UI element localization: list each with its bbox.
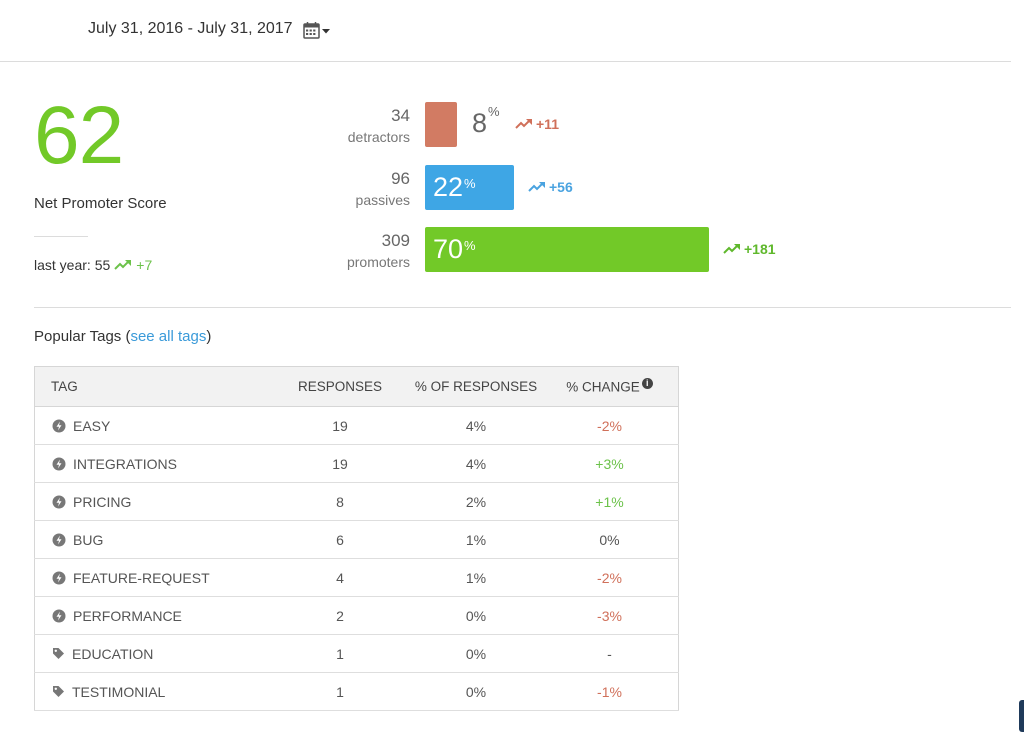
tag-name[interactable]: TESTIMONIAL xyxy=(72,683,166,700)
promoters-bar[interactable]: 70% xyxy=(425,227,709,272)
caret-down-icon xyxy=(322,29,330,34)
responses-cell: 2 xyxy=(269,596,411,635)
pct-change-cell: -3% xyxy=(541,596,679,635)
promoters-percent: 70% xyxy=(433,234,476,264)
detractors-delta: +11 xyxy=(515,116,559,132)
tag-icon xyxy=(53,686,64,697)
trend-up-icon xyxy=(528,182,545,192)
passives-count: 96 xyxy=(391,169,410,188)
promoters-label: promoters xyxy=(346,254,410,270)
pct-change-cell: -1% xyxy=(541,672,679,711)
passives-delta: +56 xyxy=(528,179,573,195)
tag-cell[interactable]: FEATURE-REQUEST xyxy=(34,558,269,597)
detractors-bar[interactable] xyxy=(425,102,457,147)
table-row[interactable]: EDUCATION 1 0% - xyxy=(34,634,679,673)
responses-cell: 1 xyxy=(269,672,411,711)
side-widget-edge[interactable] xyxy=(1019,700,1024,732)
tag-name[interactable]: BUG xyxy=(73,531,104,548)
tag-name[interactable]: PRICING xyxy=(73,493,132,510)
tag-cell[interactable]: INTEGRATIONS xyxy=(34,444,269,483)
score-divider xyxy=(34,236,88,237)
info-icon[interactable]: i xyxy=(641,378,653,390)
last-year-summary: last year: 55 +7 xyxy=(34,257,152,273)
table-row[interactable]: BUG 6 1% 0% xyxy=(34,520,679,559)
detractors-count: 34 xyxy=(391,106,410,125)
detractors-percent: 8% xyxy=(472,104,500,138)
detractors-label: detractors xyxy=(347,129,410,145)
pct-responses-cell: 0% xyxy=(411,672,541,711)
last-year-delta: +7 xyxy=(136,257,153,273)
responses-cell: 4 xyxy=(269,558,411,597)
tag-cell[interactable]: BUG xyxy=(34,520,269,559)
tag-name[interactable]: PERFORMANCE xyxy=(73,607,182,624)
pct-change-cell: -2% xyxy=(541,558,679,597)
tag-cell[interactable]: TESTIMONIAL xyxy=(34,672,269,711)
see-all-tags-link[interactable]: see all tags xyxy=(130,328,207,345)
lightning-icon xyxy=(52,609,66,622)
responses-cell: 19 xyxy=(269,406,411,445)
lightning-icon xyxy=(52,495,66,508)
pct-change-cell: +3% xyxy=(541,444,679,483)
passives-label: passives xyxy=(355,192,410,208)
tag-name[interactable]: EASY xyxy=(73,417,111,434)
pct-responses-cell: 0% xyxy=(411,596,541,635)
table-row[interactable]: PRICING 8 2% +1% xyxy=(34,482,679,521)
pct-change-cell: 0% xyxy=(541,520,679,559)
lightning-icon xyxy=(52,457,66,470)
tag-name[interactable]: EDUCATION xyxy=(72,645,154,662)
popular-tags-title: Popular Tags (see all tags) xyxy=(34,328,212,345)
section-divider xyxy=(34,307,1011,308)
col-pct-change[interactable]: % CHANGE i xyxy=(541,366,679,407)
table-row[interactable]: INTEGRATIONS 19 4% +3% xyxy=(34,444,679,483)
pct-change-cell: -2% xyxy=(541,406,679,445)
table-row[interactable]: EASY 19 4% -2% xyxy=(34,406,679,445)
pct-responses-cell: 0% xyxy=(411,634,541,673)
trend-up-icon xyxy=(114,260,132,270)
header-divider xyxy=(0,61,1011,62)
tag-icon xyxy=(53,648,64,659)
promoters-delta: +181 xyxy=(723,241,776,257)
responses-cell: 19 xyxy=(269,444,411,483)
popular-tags-table: TAG RESPONSES % OF RESPONSES % CHANGE i E… xyxy=(34,366,679,711)
pct-change-cell: - xyxy=(541,634,679,673)
date-range[interactable]: July 31, 2016 - July 31, 2017 xyxy=(88,20,293,37)
pct-change-cell: +1% xyxy=(541,482,679,521)
lightning-icon xyxy=(52,533,66,546)
tag-cell[interactable]: EASY xyxy=(34,406,269,445)
calendar-icon xyxy=(303,22,330,39)
pct-responses-cell: 4% xyxy=(411,444,541,483)
trend-up-icon xyxy=(515,119,532,129)
tag-cell[interactable]: EDUCATION xyxy=(34,634,269,673)
passives-percent: 22% xyxy=(433,172,476,202)
col-pct-responses[interactable]: % OF RESPONSES xyxy=(411,366,541,407)
responses-cell: 6 xyxy=(269,520,411,559)
col-tag[interactable]: TAG xyxy=(34,366,269,407)
nps-label: Net Promoter Score xyxy=(34,195,167,212)
promoters-count: 309 xyxy=(381,231,410,250)
lightning-icon xyxy=(52,571,66,584)
lightning-icon xyxy=(52,419,66,432)
pct-responses-cell: 1% xyxy=(411,558,541,597)
pct-responses-cell: 1% xyxy=(411,520,541,559)
tag-cell[interactable]: PRICING xyxy=(34,482,269,521)
table-row[interactable]: PERFORMANCE 2 0% -3% xyxy=(34,596,679,635)
pct-responses-cell: 4% xyxy=(411,406,541,445)
last-year-text: last year: 55 xyxy=(34,257,111,273)
passives-bar[interactable]: 22% xyxy=(425,165,514,210)
trend-up-icon xyxy=(723,244,740,254)
nps-score: 62 xyxy=(34,90,124,181)
table-row[interactable]: TESTIMONIAL 1 0% -1% xyxy=(34,672,679,711)
tag-cell[interactable]: PERFORMANCE xyxy=(34,596,269,635)
responses-cell: 8 xyxy=(269,482,411,521)
tag-name[interactable]: FEATURE-REQUEST xyxy=(73,569,210,586)
col-responses[interactable]: RESPONSES xyxy=(269,366,411,407)
tag-name[interactable]: INTEGRATIONS xyxy=(73,455,177,472)
date-picker-button[interactable] xyxy=(302,20,336,42)
responses-cell: 1 xyxy=(269,634,411,673)
table-row[interactable]: FEATURE-REQUEST 4 1% -2% xyxy=(34,558,679,597)
pct-responses-cell: 2% xyxy=(411,482,541,521)
